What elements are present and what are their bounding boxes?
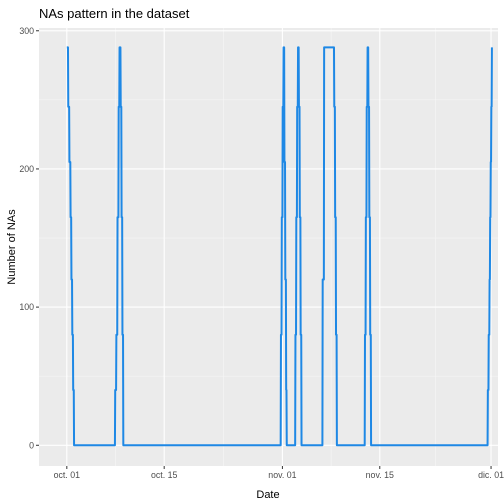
x-axis-title: Date [256,489,279,501]
na-series-line [66,46,493,447]
x-tick-label: oct. 15 [151,470,178,480]
y-tick-label: 300 [19,26,34,36]
x-tick-label: nov. 01 [268,470,296,480]
y-tick-label: 100 [19,302,34,312]
y-axis-title: Number of NAs [6,209,18,285]
y-tick-label: 0 [29,440,34,450]
chart-title: NAs pattern in the dataset [39,6,190,21]
x-tick-label: oct. 01 [54,470,81,480]
x-tick-label: dic. 01 [478,470,504,480]
x-axis: oct. 01 oct. 15 nov. 01 nov. 15 dic. 01 [54,466,504,480]
x-tick-label: nov. 15 [366,470,394,480]
y-axis: 0 100 200 300 [19,26,39,450]
y-tick-label: 200 [19,164,34,174]
plot-panel [39,28,498,466]
